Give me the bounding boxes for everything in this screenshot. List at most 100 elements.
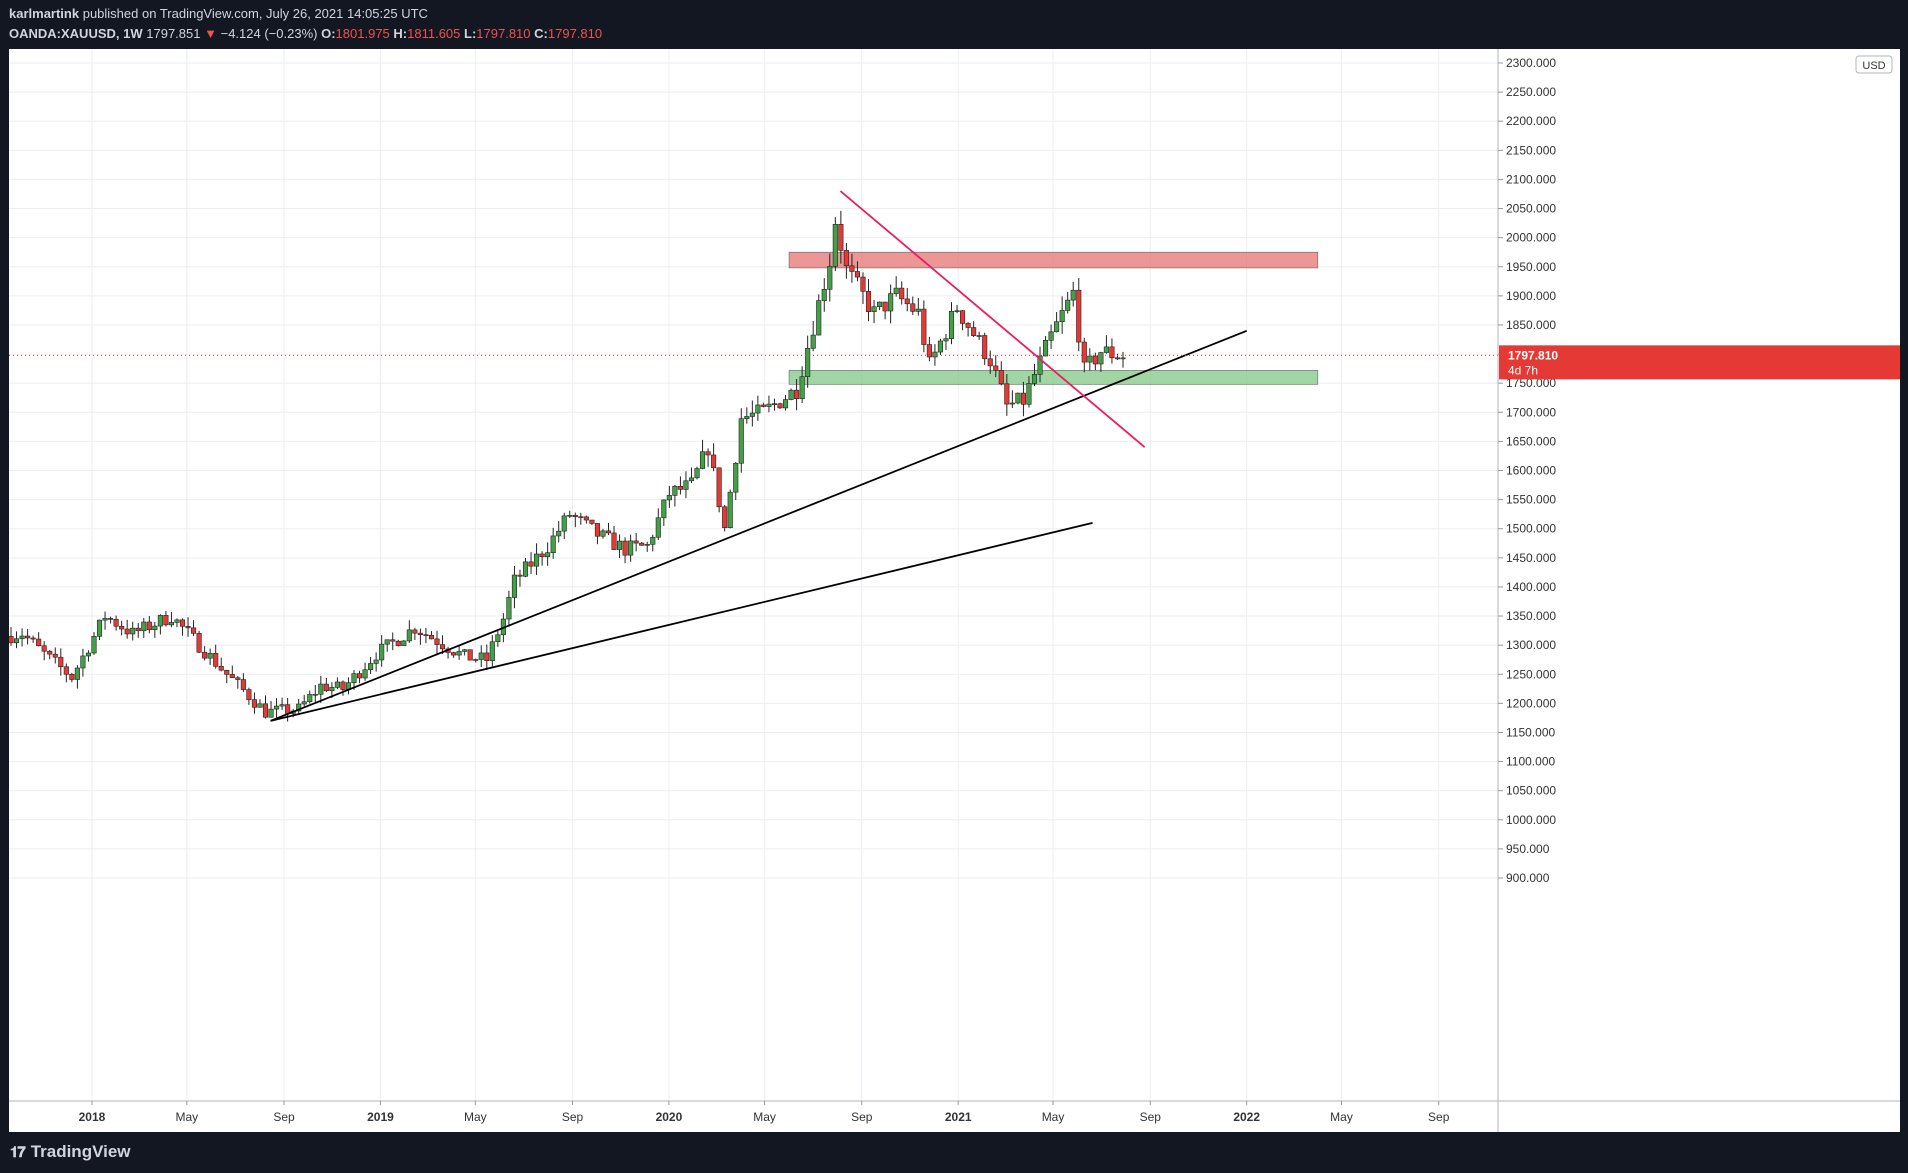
candle bbox=[235, 677, 241, 680]
candle bbox=[1020, 392, 1026, 405]
candle bbox=[384, 639, 390, 645]
candle bbox=[827, 266, 833, 290]
candle bbox=[744, 416, 750, 420]
candle bbox=[412, 629, 418, 634]
price-tick-label: 1450.000 bbox=[1506, 551, 1556, 565]
close-label: C: bbox=[534, 26, 548, 41]
candle bbox=[943, 338, 949, 342]
price-tick-label: 2000.000 bbox=[1506, 231, 1556, 245]
candle bbox=[124, 628, 130, 635]
candle bbox=[163, 615, 169, 626]
price-tick-label: 1600.000 bbox=[1506, 464, 1556, 478]
candle bbox=[904, 298, 910, 305]
currency-label: USD bbox=[1862, 60, 1885, 72]
candle bbox=[915, 308, 921, 312]
time-tick-label: Sep bbox=[851, 1110, 873, 1124]
candle bbox=[788, 389, 794, 400]
candle bbox=[1009, 402, 1015, 405]
candle bbox=[218, 666, 224, 671]
candle bbox=[699, 451, 706, 469]
candle bbox=[511, 574, 517, 598]
close-value: 1797.810 bbox=[547, 26, 603, 41]
candle bbox=[1026, 383, 1032, 405]
candle bbox=[96, 619, 103, 637]
candle bbox=[578, 516, 584, 519]
candle bbox=[694, 468, 700, 479]
time-tick-label: May bbox=[175, 1110, 198, 1124]
candle bbox=[196, 633, 202, 653]
candle bbox=[179, 619, 186, 627]
price-tick-label: 1650.000 bbox=[1506, 434, 1556, 448]
candle bbox=[683, 480, 689, 490]
candle bbox=[611, 532, 617, 550]
candle bbox=[993, 365, 999, 371]
candle bbox=[379, 643, 385, 661]
price-tick-label: 2100.000 bbox=[1506, 172, 1556, 186]
time-tick-label: 2019 bbox=[367, 1110, 394, 1124]
candle bbox=[556, 530, 562, 537]
shallow-support-trendline[interactable] bbox=[270, 522, 1093, 722]
candle bbox=[456, 651, 462, 656]
support-zone[interactable] bbox=[788, 370, 1319, 385]
price-tick-label: 1100.000 bbox=[1506, 755, 1555, 769]
candle bbox=[600, 530, 606, 537]
candle bbox=[1114, 357, 1121, 360]
candle bbox=[423, 634, 429, 637]
candle bbox=[213, 653, 219, 667]
candle bbox=[478, 652, 484, 660]
candle bbox=[727, 491, 733, 529]
candle bbox=[1070, 289, 1076, 301]
last-price: 1797.851 bbox=[146, 26, 201, 41]
candle bbox=[545, 552, 551, 558]
candle bbox=[633, 540, 639, 544]
bar-countdown-label: 4d 7h bbox=[1508, 363, 1538, 377]
resistance-zone[interactable] bbox=[788, 251, 1319, 269]
candle bbox=[528, 561, 534, 567]
price-chart[interactable]: 900.000 950.000 1000.000 1050.000 1100.000 11… bbox=[9, 49, 1900, 1132]
candle bbox=[865, 291, 872, 312]
candle bbox=[794, 389, 800, 399]
downtrend-trendline[interactable] bbox=[839, 190, 1146, 448]
candle bbox=[777, 403, 783, 409]
candle bbox=[960, 310, 966, 324]
candle bbox=[47, 650, 53, 655]
candle bbox=[102, 618, 108, 621]
candle bbox=[711, 454, 717, 469]
candle bbox=[58, 656, 64, 668]
candle bbox=[843, 250, 849, 267]
candle bbox=[406, 629, 412, 642]
chart-area[interactable]: 900.000 950.000 1000.000 1050.000 1100.000 11… bbox=[9, 49, 1900, 1132]
candle bbox=[146, 621, 152, 631]
candle bbox=[368, 663, 374, 671]
candle bbox=[832, 224, 838, 267]
candle bbox=[80, 655, 86, 669]
candle bbox=[13, 638, 20, 644]
candle bbox=[882, 301, 888, 312]
steep-support-trendline[interactable] bbox=[270, 329, 1248, 722]
time-tick-label: 2022 bbox=[1233, 1110, 1260, 1124]
candle bbox=[622, 540, 628, 556]
low-label: L: bbox=[464, 26, 477, 41]
currency-badge[interactable] bbox=[1855, 55, 1893, 74]
candle bbox=[401, 640, 407, 646]
candle bbox=[926, 344, 932, 358]
candle bbox=[434, 638, 440, 645]
author-name[interactable]: karlmartink bbox=[9, 6, 80, 21]
candle bbox=[9, 636, 14, 644]
candle bbox=[307, 694, 313, 703]
time-tick-label: 2020 bbox=[656, 1110, 683, 1124]
high-value: 1811.605 bbox=[407, 26, 461, 41]
price-tick-label: 1400.000 bbox=[1506, 580, 1556, 594]
price-tick-label: 2300.000 bbox=[1506, 56, 1556, 70]
tradingview-brand[interactable]: 𝟏𝟕 TradingView bbox=[10, 1142, 131, 1162]
candle bbox=[240, 679, 246, 690]
candle bbox=[185, 625, 191, 629]
current-price-badge[interactable] bbox=[1499, 345, 1900, 380]
candle bbox=[782, 399, 789, 409]
price-tick-label: 1000.000 bbox=[1506, 813, 1556, 827]
candle bbox=[135, 627, 141, 632]
candle bbox=[749, 412, 755, 417]
candle bbox=[312, 693, 318, 696]
candle bbox=[351, 673, 357, 683]
candle bbox=[1065, 299, 1071, 311]
